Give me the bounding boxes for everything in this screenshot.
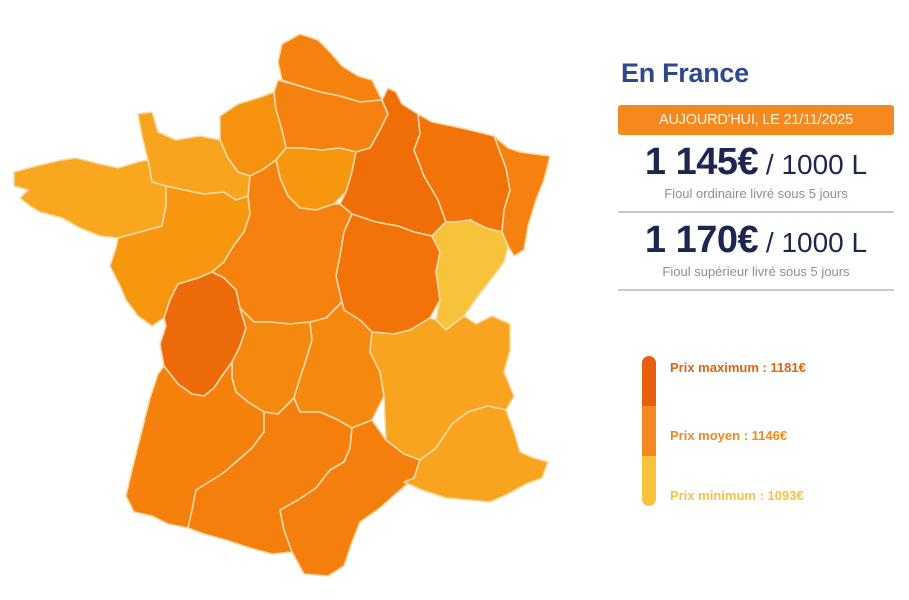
panel-title: En France [621,58,749,88]
legend-min-label: Prix minimum : 1093€ [670,488,804,503]
price-unit: / 1000 L [758,227,868,258]
france-map-svg [13,33,551,577]
region-provence-alpes-cote-dazur[interactable] [403,405,549,503]
price-line: 1 145€ / 1000 L [618,141,894,184]
price-line: 1 170€ / 1000 L [618,219,894,262]
date-badge: AUJOURD'HUI, LE 21/11/2025 [618,105,894,135]
price-amount: 1 145€ [644,141,759,183]
france-price-map [13,33,551,577]
region-alsace[interactable] [493,135,551,257]
legend-segment-max [642,356,656,406]
price-block-ordinaire: 1 145€ / 1000 L Fioul ordinaire livré so… [618,135,894,213]
price-unit: / 1000 L [758,149,868,180]
price-panel: En France AUJOURD'HUI, LE 21/11/2025 1 1… [618,58,894,291]
region-franche-comte[interactable] [431,219,509,331]
legend-segment-min [642,456,656,506]
price-amount: 1 170€ [644,219,759,261]
region-languedoc-roussillon[interactable] [279,419,421,577]
price-description: Fioul ordinaire livré sous 5 jours [664,186,848,201]
legend-max-label: Prix maximum : 1181€ [670,360,806,375]
price-description: Fioul supérieur livré sous 5 jours [662,264,850,279]
legend-mid-label: Prix moyen : 1146€ [670,428,788,443]
price-block-superieur: 1 170€ / 1000 L Fioul supérieur livré so… [618,213,894,291]
region-bretagne[interactable] [13,157,167,239]
legend-segment-mid [642,406,656,456]
legend-color-bar [642,356,656,506]
